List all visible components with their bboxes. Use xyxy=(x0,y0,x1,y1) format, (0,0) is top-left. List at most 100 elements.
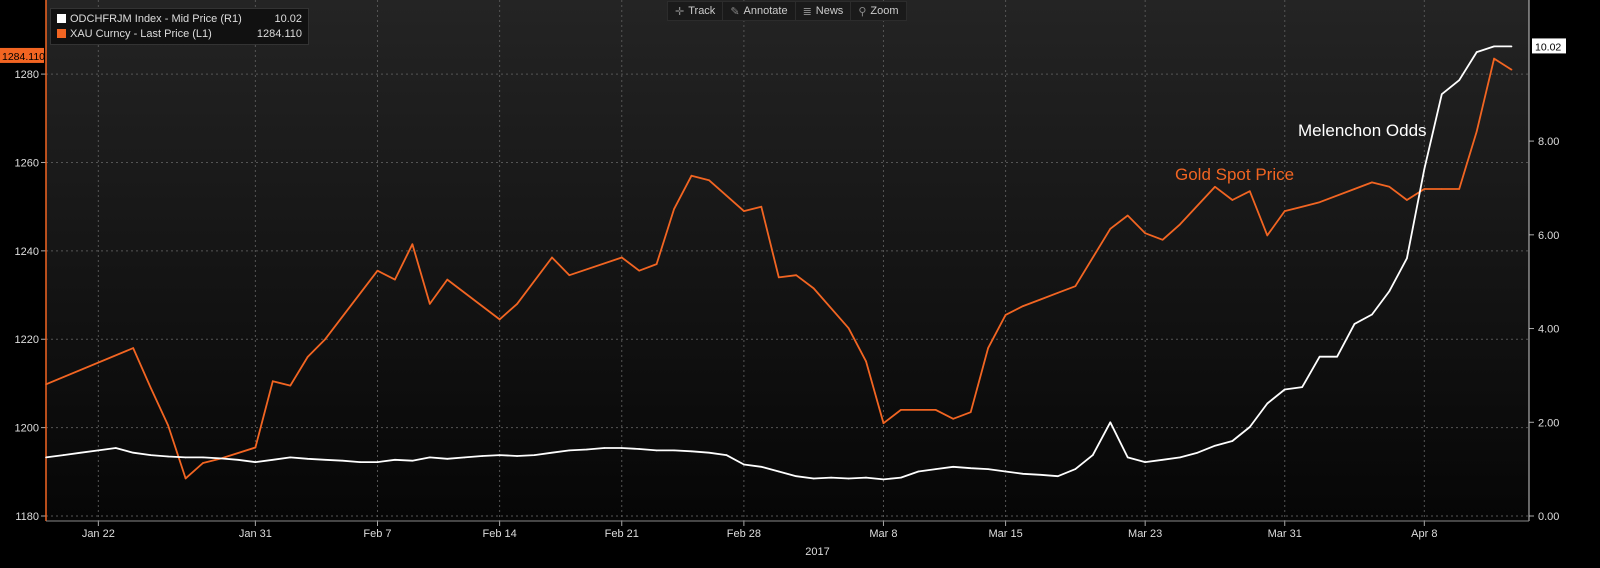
melenchon-odds-point xyxy=(359,461,361,463)
gold-price-point xyxy=(1231,199,1234,201)
gold-price-point xyxy=(149,387,152,389)
melenchon-odds-point xyxy=(1493,45,1495,48)
gold-price-point xyxy=(1475,130,1478,133)
zoom-button[interactable]: ⚲ Zoom xyxy=(851,2,905,20)
melenchon-odds-point xyxy=(1004,470,1007,473)
x-tick-label: Jan 31 xyxy=(239,528,272,540)
gold-price-point xyxy=(551,256,553,259)
melenchon-odds-point xyxy=(1406,257,1408,260)
melenchon-odds-point xyxy=(1510,45,1513,48)
melenchon-odds-point xyxy=(1231,440,1234,442)
melenchon-odds-point xyxy=(1423,168,1426,171)
plot-area xyxy=(46,0,1529,521)
gold-price-point xyxy=(620,256,623,259)
gold-price-point xyxy=(777,276,780,279)
zoom-label: Zoom xyxy=(870,5,899,17)
gold-price-point xyxy=(254,446,257,449)
annotate-label: Annotate xyxy=(743,5,788,17)
news-label: News xyxy=(815,5,844,17)
x-tick-label: Mar 8 xyxy=(869,528,897,540)
melenchon-odds-point xyxy=(551,451,553,454)
y-left-tick-label: 1220 xyxy=(15,334,39,346)
last-value-label-left: 1284.110 xyxy=(2,51,45,63)
last-value-tag-left xyxy=(0,47,44,63)
melenchon-odds-point xyxy=(1214,444,1216,447)
gold-price-point xyxy=(306,356,309,358)
y-left-tick-label: 1180 xyxy=(15,511,39,523)
gold-price-point xyxy=(690,174,693,177)
melenchon-odds-point xyxy=(306,458,309,460)
melenchon-odds-point xyxy=(394,458,396,461)
legend-item-melenchon[interactable]: ODCHFRJM Index - Mid Price (R1) 10.02 xyxy=(57,11,302,26)
gold-price-point xyxy=(708,179,710,181)
melenchon-odds-point xyxy=(725,454,728,456)
melenchon-odds-point xyxy=(1092,454,1094,456)
y-right-tick-label: 2.00 xyxy=(1538,417,1559,429)
x-tick-label: Feb 28 xyxy=(727,528,761,540)
gold-price-point xyxy=(1022,305,1024,307)
gold-price-point xyxy=(1161,239,1164,241)
gold-price-point xyxy=(725,194,728,197)
news-icon: ≣ xyxy=(802,5,812,18)
melenchon-odds-point xyxy=(533,454,536,456)
melenchon-odds-point xyxy=(969,467,972,470)
melenchon-odds-point xyxy=(777,470,780,473)
melenchon-odds-point xyxy=(760,465,763,468)
y-right-tick-label: 8.00 xyxy=(1538,136,1559,148)
melenchon-odds-point xyxy=(1074,468,1077,470)
gold-price-point xyxy=(1057,292,1059,294)
melenchon-odds-point xyxy=(1318,355,1321,358)
melenchon-odds-point xyxy=(167,455,169,458)
x-tick-label: Feb 21 xyxy=(605,528,639,540)
melenchon-odds-point xyxy=(952,465,955,468)
melenchon-odds-point xyxy=(272,458,274,461)
gold-price-point xyxy=(865,360,867,363)
x-tick-label: Feb 7 xyxy=(363,528,391,540)
gold-price-point xyxy=(568,274,571,276)
melenchon-odds-point xyxy=(812,477,815,480)
gold-price-point xyxy=(376,269,379,272)
pencil-icon: ✎ xyxy=(730,5,740,18)
magnifier-icon: ⚲ xyxy=(858,5,867,18)
legend: ODCHFRJM Index - Mid Price (R1) 10.02 XA… xyxy=(50,8,309,45)
news-button[interactable]: ≣ News xyxy=(796,2,852,20)
melenchon-odds-point xyxy=(463,456,466,459)
crosshair-icon: ✛ xyxy=(675,5,685,18)
gold-price-point xyxy=(1510,68,1513,71)
melenchon-odds-point xyxy=(1353,323,1356,325)
legend-item-gold[interactable]: XAU Curncy - Last Price (L1) 1284.110 xyxy=(57,26,302,41)
melenchon-odds-point xyxy=(219,457,222,460)
y-left-tick-label: 1280 xyxy=(15,69,39,81)
annotate-button[interactable]: ✎ Annotate xyxy=(723,2,796,20)
melenchon-odds-point xyxy=(498,454,501,456)
gold-price-point xyxy=(638,269,640,272)
melenchon-odds-point xyxy=(1039,473,1042,476)
gold-price-point xyxy=(202,462,204,464)
gold-price-point xyxy=(1144,232,1146,234)
melenchon-odds-point xyxy=(655,449,658,452)
melenchon-odds-point xyxy=(1161,458,1164,461)
gold-price-point xyxy=(655,263,658,265)
melenchon-odds-point xyxy=(237,458,239,461)
track-button[interactable]: ✛ Track xyxy=(668,2,724,20)
gold-price-line xyxy=(45,57,1513,480)
gold-price-point xyxy=(882,422,885,425)
melenchon-odds-point xyxy=(446,458,449,460)
gold-price-point xyxy=(952,417,955,420)
gold-price-point xyxy=(498,318,501,321)
gold-price-point xyxy=(1109,227,1112,230)
melenchon-odds-point xyxy=(202,456,204,459)
gold-price-point xyxy=(1318,201,1321,204)
melenchon-odds-point xyxy=(1440,93,1443,96)
melenchon-odds-point xyxy=(586,448,588,451)
gold-price-point xyxy=(289,384,292,387)
legend-value: 10.02 xyxy=(274,12,302,25)
melenchon-odds-point xyxy=(900,476,902,479)
melenchon-odds-point xyxy=(1475,51,1478,53)
melenchon-odds-point xyxy=(149,454,152,456)
gold-price-point xyxy=(1353,188,1356,190)
melenchon-odds-point xyxy=(1196,451,1199,454)
x-tick-label: Jan 22 xyxy=(82,528,115,540)
melenchon-odds-point xyxy=(830,476,832,479)
